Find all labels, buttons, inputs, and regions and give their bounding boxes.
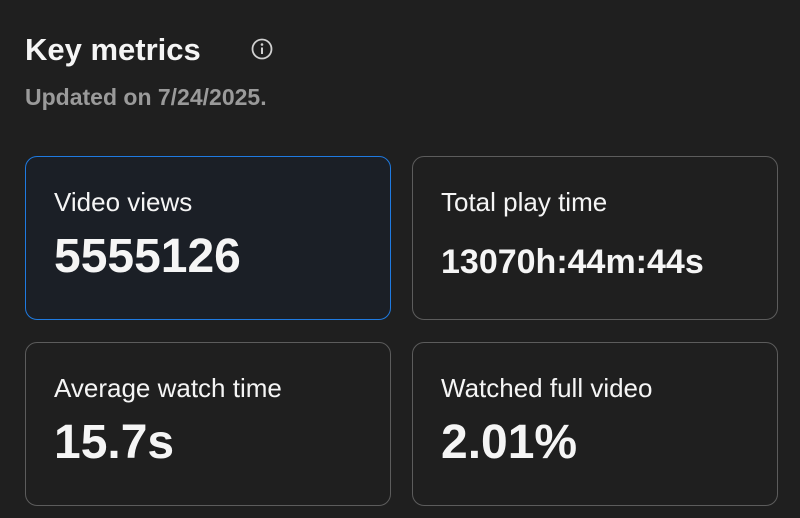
metric-card[interactable]: Total play time 13070h:44m:44s <box>412 156 778 320</box>
metric-value: 2.01% <box>441 416 578 469</box>
info-icon[interactable] <box>251 38 273 60</box>
metric-label: Watched full video <box>441 373 653 403</box>
metric-card[interactable]: Average watch time 15.7s <box>25 342 391 506</box>
metric-value: 13070h:44m:44s <box>441 243 704 281</box>
metric-label: Total play time <box>441 187 608 217</box>
metric-label: Average watch time <box>54 373 282 403</box>
title: Key metrics <box>25 32 201 67</box>
metric-value: 15.7s <box>54 416 175 469</box>
metric-card[interactable]: Video views 5555126 <box>25 156 391 320</box>
metric-card[interactable]: Watched full video 2.01% <box>412 342 778 506</box>
metric-value: 5555126 <box>54 230 241 283</box>
metric-label: Video views <box>54 187 193 217</box>
subtitle: Updated on 7/24/2025. <box>25 84 267 110</box>
